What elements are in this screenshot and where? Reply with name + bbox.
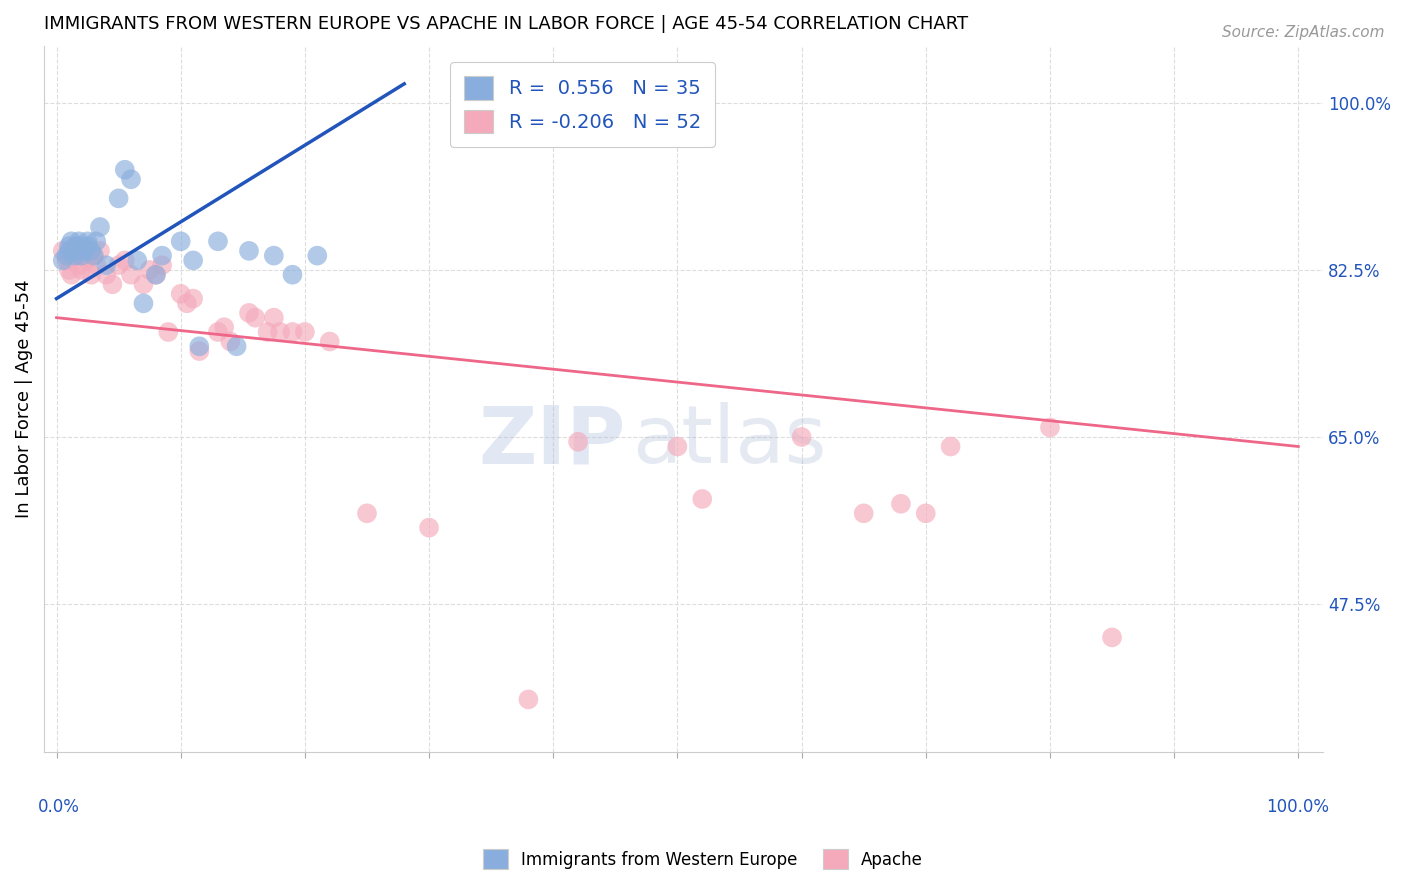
Point xyxy=(238,244,260,258)
Point xyxy=(890,497,912,511)
Point xyxy=(238,306,260,320)
Point xyxy=(70,239,93,253)
Point xyxy=(70,263,93,277)
Point xyxy=(263,249,285,263)
Point xyxy=(58,263,80,277)
Point xyxy=(83,249,105,263)
Point xyxy=(96,268,118,282)
Point xyxy=(58,239,80,253)
Point xyxy=(127,253,149,268)
Point xyxy=(157,325,180,339)
Point xyxy=(114,162,136,177)
Point xyxy=(132,277,155,292)
Point xyxy=(101,277,124,292)
Point xyxy=(107,191,129,205)
Point xyxy=(120,172,142,186)
Point xyxy=(89,244,111,258)
Point xyxy=(52,244,75,258)
Point xyxy=(181,253,204,268)
Point xyxy=(319,334,342,349)
Point xyxy=(84,235,107,249)
Point xyxy=(517,692,540,706)
Point xyxy=(281,325,304,339)
Point xyxy=(84,258,107,272)
Y-axis label: In Labor Force | Age 45-54: In Labor Force | Age 45-54 xyxy=(15,279,32,518)
Point xyxy=(207,235,229,249)
Point xyxy=(170,235,193,249)
Point xyxy=(73,244,96,258)
Point xyxy=(281,268,304,282)
Text: 0.0%: 0.0% xyxy=(38,797,80,816)
Point xyxy=(207,325,229,339)
Point xyxy=(70,249,93,263)
Text: IMMIGRANTS FROM WESTERN EUROPE VS APACHE IN LABOR FORCE | AGE 45-54 CORRELATION : IMMIGRANTS FROM WESTERN EUROPE VS APACHE… xyxy=(44,15,969,33)
Point xyxy=(939,440,962,454)
Point xyxy=(914,506,936,520)
Point xyxy=(67,258,90,272)
Point xyxy=(63,249,86,263)
Point xyxy=(55,249,77,263)
Point xyxy=(63,239,86,253)
Point xyxy=(294,325,316,339)
Point xyxy=(150,258,173,272)
Legend: Immigrants from Western Europe, Apache: Immigrants from Western Europe, Apache xyxy=(472,838,934,880)
Text: ZIP: ZIP xyxy=(479,402,626,480)
Point xyxy=(76,239,98,253)
Point xyxy=(188,339,211,353)
Point xyxy=(63,244,86,258)
Text: Source: ZipAtlas.com: Source: ZipAtlas.com xyxy=(1222,25,1385,40)
Point xyxy=(245,310,267,325)
Point xyxy=(307,249,329,263)
Point xyxy=(263,310,285,325)
Point xyxy=(690,491,713,506)
Point xyxy=(666,440,689,454)
Point xyxy=(1039,420,1062,434)
Point xyxy=(76,235,98,249)
Point xyxy=(73,249,96,263)
Point xyxy=(212,320,235,334)
Point xyxy=(852,506,875,520)
Text: 100.0%: 100.0% xyxy=(1267,797,1330,816)
Point xyxy=(107,258,129,272)
Point xyxy=(55,253,77,268)
Point xyxy=(63,249,86,263)
Point xyxy=(83,249,105,263)
Point xyxy=(145,268,167,282)
Point xyxy=(181,292,204,306)
Point xyxy=(52,253,75,268)
Point xyxy=(80,268,103,282)
Point xyxy=(219,334,242,349)
Point xyxy=(60,235,83,249)
Point xyxy=(418,521,440,535)
Point xyxy=(145,268,167,282)
Point xyxy=(356,506,378,520)
Point xyxy=(132,296,155,310)
Text: atlas: atlas xyxy=(633,402,827,480)
Point xyxy=(567,434,589,449)
Point xyxy=(150,249,173,263)
Point xyxy=(138,263,160,277)
Point xyxy=(790,430,813,444)
Point xyxy=(58,244,80,258)
Point xyxy=(114,253,136,268)
Point xyxy=(60,268,83,282)
Point xyxy=(256,325,278,339)
Point xyxy=(96,258,118,272)
Point xyxy=(225,339,247,353)
Point xyxy=(65,239,87,253)
Point xyxy=(188,344,211,359)
Legend: R =  0.556   N = 35, R = -0.206   N = 52: R = 0.556 N = 35, R = -0.206 N = 52 xyxy=(450,62,714,147)
Point xyxy=(120,268,142,282)
Point xyxy=(1101,631,1123,645)
Point xyxy=(89,219,111,234)
Point xyxy=(80,244,103,258)
Point xyxy=(269,325,291,339)
Point xyxy=(170,286,193,301)
Point xyxy=(176,296,198,310)
Point xyxy=(67,235,90,249)
Point xyxy=(76,253,98,268)
